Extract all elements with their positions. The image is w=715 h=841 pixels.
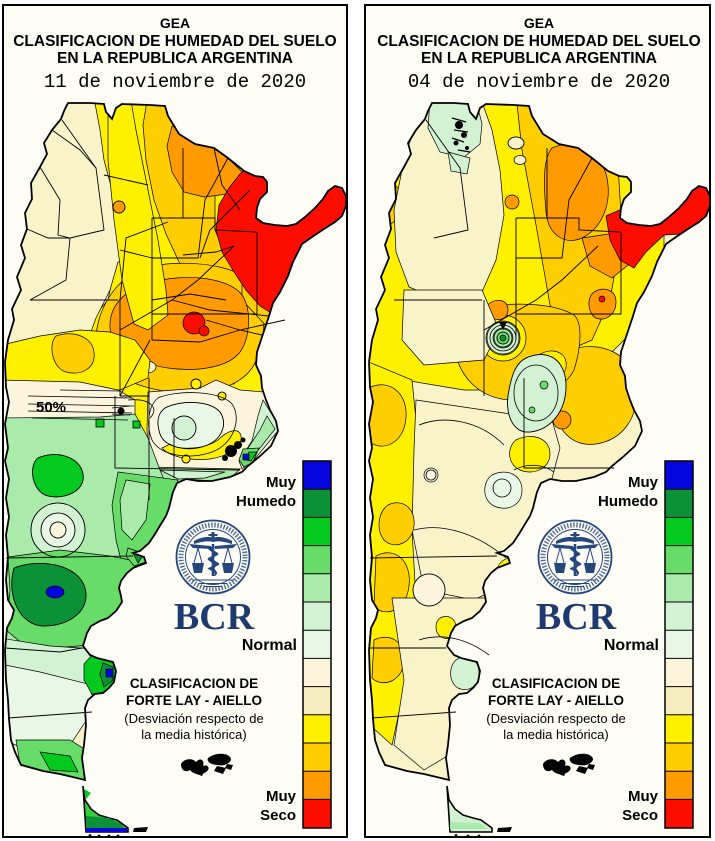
svg-text:Seco: Seco [260,807,296,824]
svg-text:BCR: BCR [536,596,617,638]
svg-text:Muy: Muy [628,474,659,491]
svg-text:Muy: Muy [266,474,297,491]
svg-text:FORTE LAY - AIELLO: FORTE LAY - AIELLO [126,693,262,708]
svg-text:BCR: BCR [174,596,255,638]
svg-text:la media histórica): la media histórica) [503,727,609,742]
svg-text:FORTE LAY - AIELLO: FORTE LAY - AIELLO [488,693,624,708]
svg-text:CLASIFICACION DE HUMEDAD DEL S: CLASIFICACION DE HUMEDAD DEL SUELO [13,33,337,50]
svg-text:Muy: Muy [266,788,297,805]
svg-text:Seco: Seco [622,807,658,824]
svg-text:GEA: GEA [524,15,554,31]
svg-text:EN LA REPUBLICA ARGENTINA: EN LA REPUBLICA ARGENTINA [57,50,293,67]
svg-text:GEA: GEA [160,15,190,31]
svg-text:Humedo: Humedo [236,493,296,510]
svg-text:Normal: Normal [604,637,659,654]
svg-text:Humedo: Humedo [598,493,658,510]
svg-text:CLASIFICACION DE: CLASIFICACION DE [492,676,620,691]
svg-text:EN LA REPUBLICA ARGENTINA: EN LA REPUBLICA ARGENTINA [421,50,657,67]
svg-text:Normal: Normal [242,637,297,654]
svg-text:04 de noviembre de 2020: 04 de noviembre de 2020 [408,71,670,93]
svg-text:(Desviación respecto de: (Desviación respecto de [486,711,625,726]
svg-text:11 de noviembre de 2020: 11 de noviembre de 2020 [44,71,306,93]
svg-text:la media histórica): la media histórica) [141,727,247,742]
svg-text:50%: 50% [36,399,66,416]
svg-text:CLASIFICACION DE HUMEDAD DEL S: CLASIFICACION DE HUMEDAD DEL SUELO [377,33,701,50]
svg-text:CLASIFICACION DE: CLASIFICACION DE [130,676,258,691]
svg-text:Muy: Muy [628,788,659,805]
svg-text:(Desviación respecto de: (Desviación respecto de [124,711,263,726]
